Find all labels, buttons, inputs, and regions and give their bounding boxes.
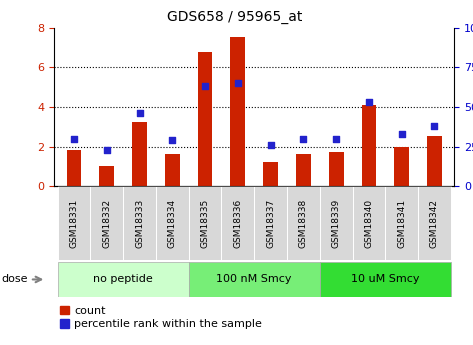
Text: GSM18341: GSM18341 — [397, 199, 406, 248]
Bar — [132, 122, 147, 186]
Bar — [189, 262, 320, 297]
Bar — [198, 52, 212, 186]
Bar — [320, 262, 451, 297]
Bar — [329, 151, 343, 186]
Point — [234, 80, 242, 86]
Text: 10 uM Smcy: 10 uM Smcy — [351, 275, 420, 284]
Point — [103, 147, 111, 152]
Text: GSM18335: GSM18335 — [201, 199, 210, 248]
Point — [333, 136, 340, 141]
Bar — [263, 161, 278, 186]
Point — [398, 131, 405, 137]
Point — [299, 136, 307, 141]
Text: GSM18331: GSM18331 — [70, 199, 79, 248]
Legend: count, percentile rank within the sample: count, percentile rank within the sample — [60, 306, 262, 329]
Text: GSM18340: GSM18340 — [364, 199, 373, 248]
Text: no peptide: no peptide — [93, 275, 153, 284]
Bar — [320, 186, 352, 260]
Text: 100 nM Smcy: 100 nM Smcy — [217, 275, 292, 284]
Bar — [189, 186, 221, 260]
Text: GSM18336: GSM18336 — [233, 199, 242, 248]
Bar — [123, 186, 156, 260]
Title: GDS658 / 95965_at: GDS658 / 95965_at — [166, 10, 302, 24]
Bar — [361, 105, 377, 186]
Bar — [352, 186, 385, 260]
Bar — [99, 166, 114, 186]
Text: GSM18333: GSM18333 — [135, 199, 144, 248]
Bar — [230, 37, 245, 186]
Bar — [165, 154, 180, 186]
Point — [267, 142, 274, 148]
Bar — [385, 186, 418, 260]
Point — [168, 138, 176, 143]
Bar — [221, 186, 254, 260]
Text: dose: dose — [1, 275, 27, 284]
Bar — [58, 262, 189, 297]
Point — [365, 99, 373, 105]
Bar — [254, 186, 287, 260]
Bar — [418, 186, 451, 260]
Bar — [90, 186, 123, 260]
Point — [70, 136, 78, 141]
Bar — [58, 186, 90, 260]
Bar — [296, 154, 311, 186]
Bar — [394, 147, 409, 186]
Text: GSM18334: GSM18334 — [168, 199, 177, 248]
Bar — [67, 150, 81, 186]
Text: GSM18332: GSM18332 — [102, 199, 111, 248]
Bar — [287, 186, 320, 260]
Text: GSM18338: GSM18338 — [299, 199, 308, 248]
Text: GSM18337: GSM18337 — [266, 199, 275, 248]
Point — [136, 110, 143, 116]
Point — [430, 123, 438, 129]
Text: GSM18342: GSM18342 — [430, 199, 439, 248]
Bar — [156, 186, 189, 260]
Bar — [427, 136, 442, 186]
Text: GSM18339: GSM18339 — [332, 199, 341, 248]
Point — [201, 83, 209, 89]
